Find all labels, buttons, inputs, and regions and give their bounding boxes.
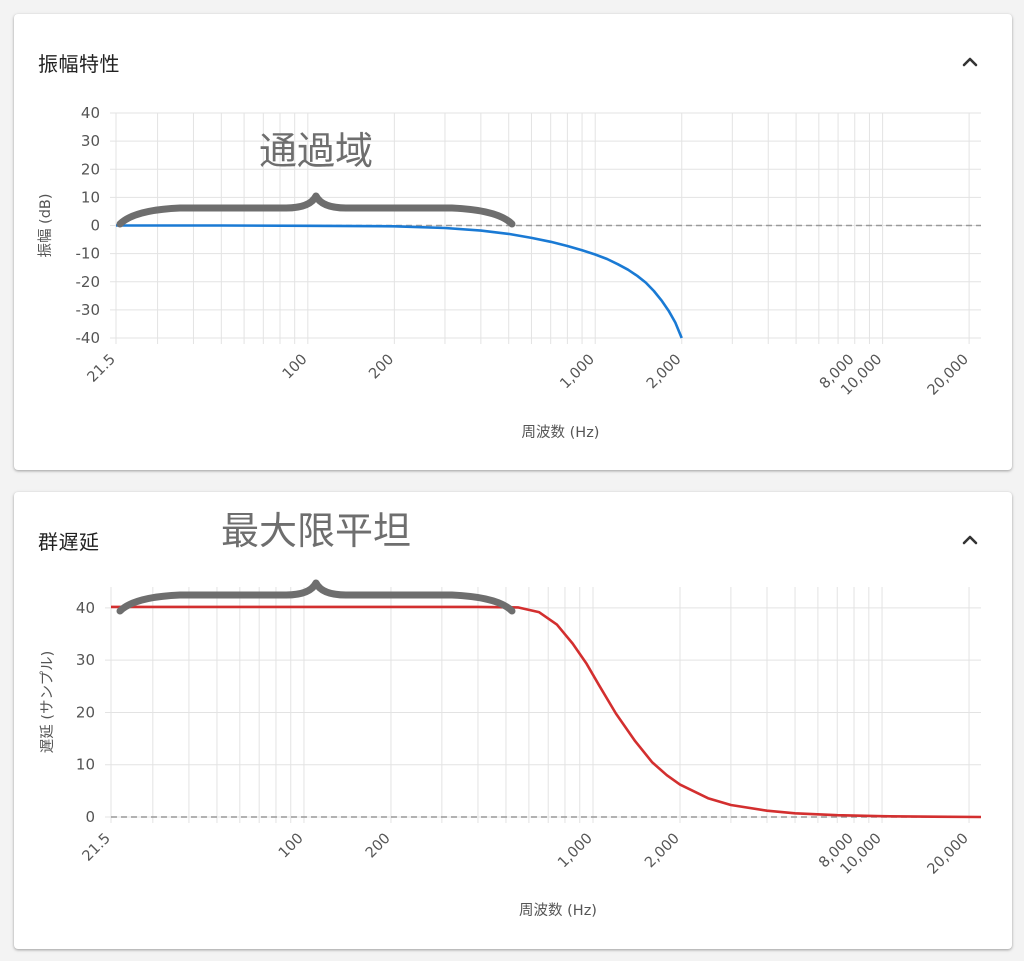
y-tick-label: 0 [85,808,95,826]
series-line [111,605,981,819]
x-tick-label: 2,000 [644,352,685,393]
y-tick-label: 40 [76,599,95,617]
grid [105,587,981,823]
annotation-brace [116,579,516,615]
y-tick-label: -30 [76,301,101,319]
y-tick-label: -40 [76,329,101,347]
y-tick-label: -20 [76,273,101,291]
x-tick-label: 100 [276,831,307,862]
chevron-up-icon[interactable] [956,48,984,76]
x-tick-label: 100 [280,352,311,383]
x-tick-label: 1,000 [557,352,598,393]
group-delay-card-title: 群遅延 [38,530,100,554]
x-axis-title: 周波数 (Hz) [522,424,600,441]
x-tick-label: 2,000 [642,831,683,872]
y-tick-label: 30 [81,132,100,150]
x-axis-title: 周波数 (Hz) [519,902,597,919]
x-tick-label: 21.5 [80,831,114,865]
y-axis-title: 振幅 (dB) [37,193,54,257]
x-tick-label: 1,000 [555,831,596,872]
series-line [116,224,683,339]
y-tick-label: 20 [81,160,100,178]
x-tick-label: 21.5 [85,352,119,386]
x-tick-label: 20,000 [925,352,972,399]
annotation-text: 通過域 [259,129,373,173]
grid [110,112,981,344]
annotation-brace [116,192,516,228]
y-tick-label: 40 [81,104,100,122]
amplitude-card: 振幅特性 40 30 20 10 0 -10 -20 -30 -40 21.5 100 200 1,00… [14,14,1012,470]
y-axis-title: 遅延 (サンプル) [39,651,56,754]
y-tick-label: 10 [76,756,95,774]
chevron-up-icon[interactable] [956,526,984,554]
amplitude-card-title: 振幅特性 [38,52,120,76]
y-tick-label: 0 [90,217,100,235]
y-tick-label: 20 [76,703,95,721]
y-tick-label: 10 [81,188,100,206]
y-tick-label: 30 [76,651,95,669]
x-tick-label: 20,000 [925,831,972,878]
x-tick-label: 200 [363,831,394,862]
group-delay-card: 群遅延 40 30 20 10 0 21.5 100 200 1,000 2,000 8,000 10… [14,492,1012,949]
annotation-text: 最大限平坦 [221,509,411,553]
y-tick-label: -10 [76,245,101,263]
x-tick-label: 200 [366,352,397,383]
